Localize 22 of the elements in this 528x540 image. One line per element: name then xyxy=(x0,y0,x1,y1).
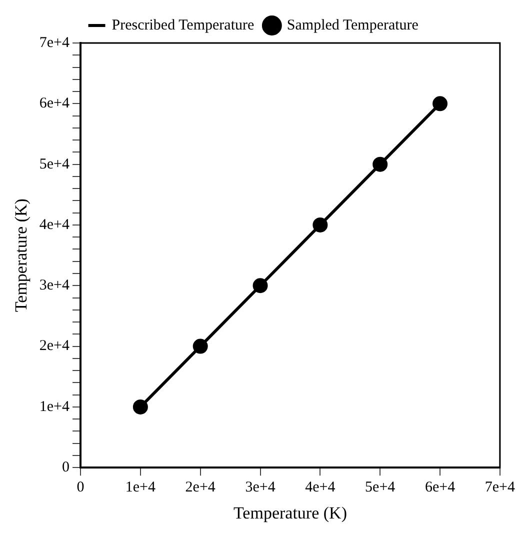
y-tick-label: 5e+4 xyxy=(39,156,70,172)
y-tick-label: 3e+4 xyxy=(39,278,70,294)
x-tick-label: 2e+4 xyxy=(185,480,216,496)
y-tick-label: 1e+4 xyxy=(39,398,70,415)
x-tick-label: 7e+4 xyxy=(484,480,516,496)
x-axis-title: Temperature (K) xyxy=(233,503,347,522)
x-tick-label: 4e+4 xyxy=(305,480,336,496)
y-tick-label: 4e+4 xyxy=(39,216,70,233)
y-tick-label: 2e+4 xyxy=(39,338,70,354)
x-tick-label: 5e+4 xyxy=(365,480,396,496)
legend-label: Sampled Temperature xyxy=(286,17,419,34)
point xyxy=(132,399,148,414)
x-tick-label: 3e+4 xyxy=(245,480,276,496)
point xyxy=(432,96,448,112)
x-tick-label: 0 xyxy=(76,480,84,496)
x-tick-label: 1e+4 xyxy=(125,480,156,496)
y-axis-title: Temperature (K) xyxy=(12,198,31,312)
y-tick-label: 7e+4 xyxy=(39,34,70,51)
y-tick-label: 0 xyxy=(62,460,70,476)
x-tick-label: 6e+4 xyxy=(424,480,456,496)
legend-label: Prescribed Temperature xyxy=(112,17,254,34)
y-tick-label: 6e+4 xyxy=(39,96,70,112)
